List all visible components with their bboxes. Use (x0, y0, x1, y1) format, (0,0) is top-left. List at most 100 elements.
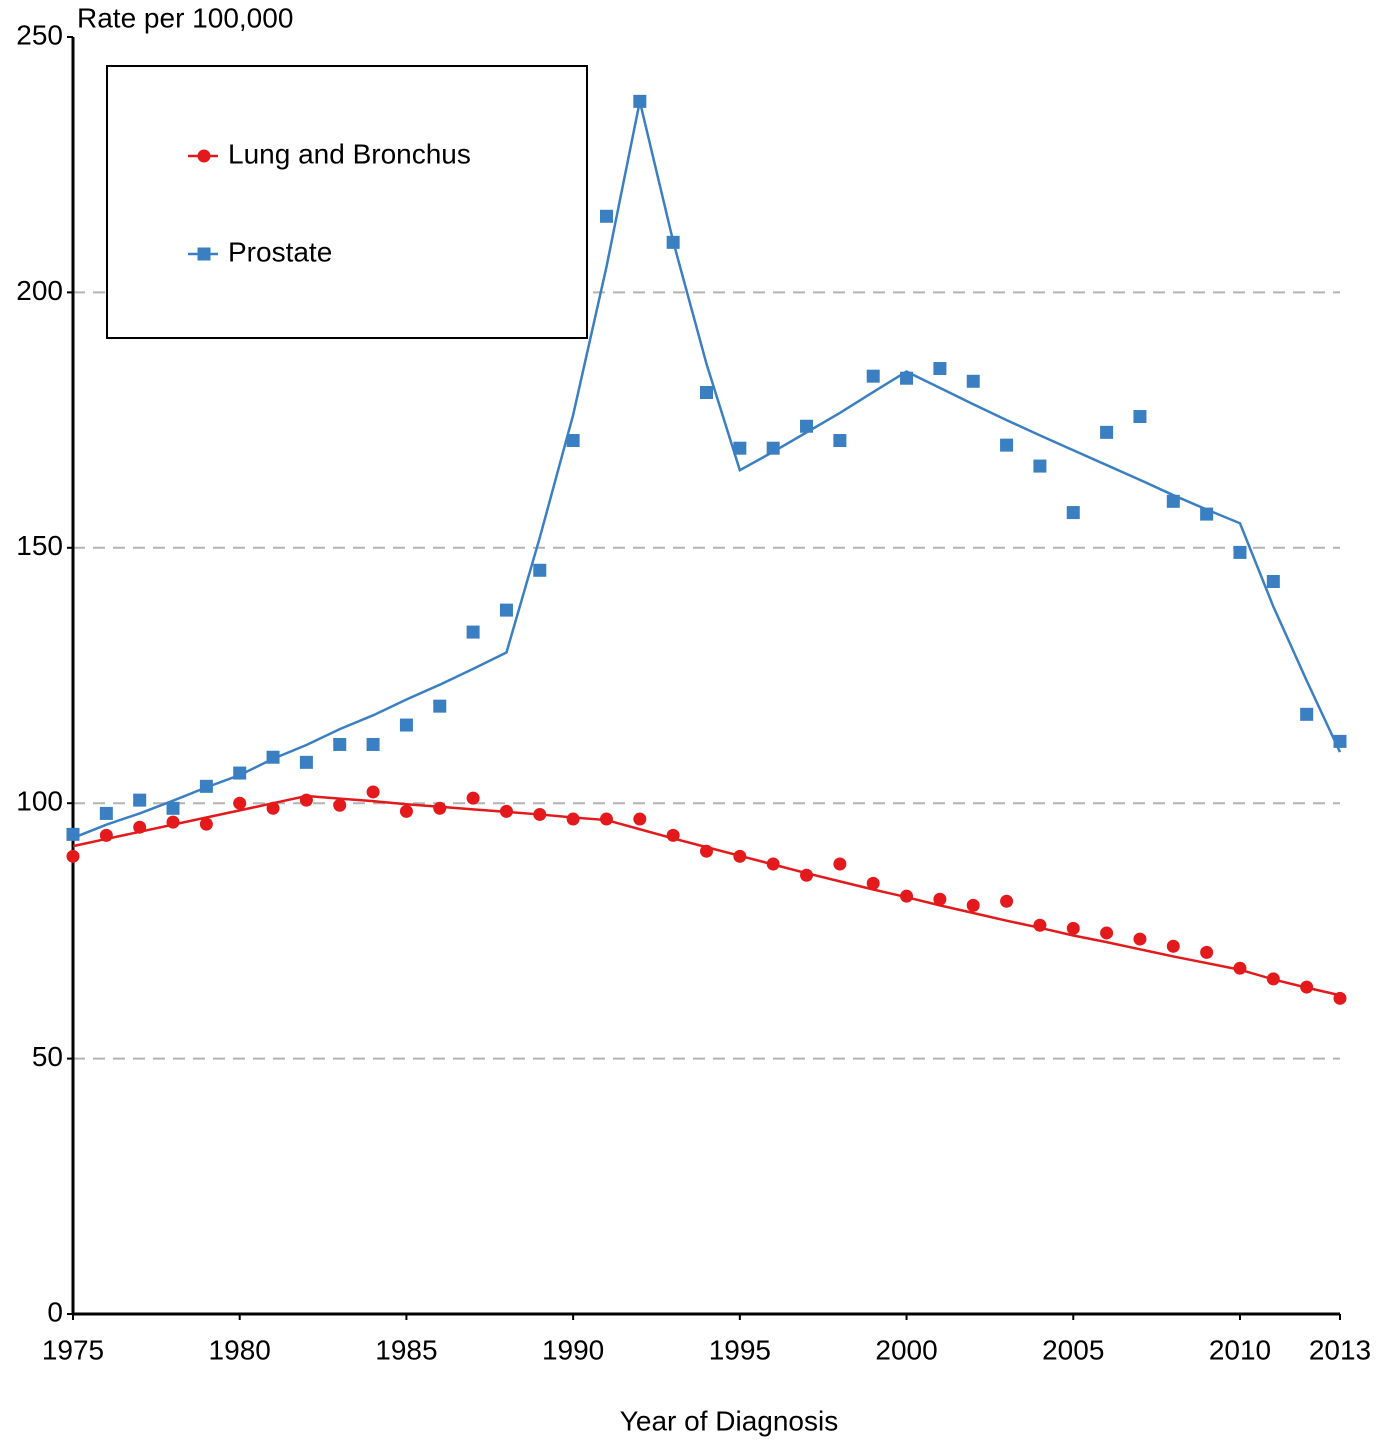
data-point (299, 755, 313, 769)
data-point (766, 857, 780, 871)
data-point (366, 785, 380, 799)
x-tick-label: 1995 (709, 1334, 771, 1365)
data-point (966, 374, 980, 388)
y-tick-label: 0 (47, 1296, 63, 1327)
fit-line (72, 101, 1342, 840)
data-point (733, 441, 747, 455)
data-point (66, 827, 80, 841)
data-point (133, 793, 147, 807)
data-point (800, 419, 814, 433)
data-point (466, 625, 480, 639)
data-point (599, 812, 613, 826)
data-point (199, 779, 213, 793)
data-point (866, 876, 880, 890)
data-point (466, 791, 480, 805)
data-point (766, 441, 780, 455)
x-axis-label: Year of Diagnosis (620, 1405, 838, 1436)
data-point (1133, 932, 1147, 946)
data-point (66, 849, 80, 863)
legend-marker (197, 149, 211, 163)
data-point (299, 793, 313, 807)
y-tick-label: 200 (16, 275, 63, 306)
data-point (933, 892, 947, 906)
x-tick-label: 1990 (542, 1334, 604, 1365)
data-point (99, 806, 113, 820)
data-point (1033, 459, 1047, 473)
x-tick-label: 2013 (1309, 1334, 1371, 1365)
x-tick-label: 2005 (1042, 1334, 1104, 1365)
data-point (266, 801, 280, 815)
data-point (366, 737, 380, 751)
legend-label: Prostate (228, 236, 332, 267)
data-point (233, 766, 247, 780)
y-tick-label: 50 (32, 1041, 63, 1072)
legend-box (106, 65, 588, 339)
data-point (99, 828, 113, 842)
data-point (233, 796, 247, 810)
data-point (566, 434, 580, 448)
data-point (666, 235, 680, 249)
y-tick-label: 150 (16, 530, 63, 561)
data-point (1200, 507, 1214, 521)
y-axis-label: Rate per 100,000 (77, 2, 293, 33)
data-point (666, 828, 680, 842)
data-point (966, 898, 980, 912)
data-point (1266, 972, 1280, 986)
data-point (166, 801, 180, 815)
x-tick-label: 2000 (875, 1334, 937, 1365)
data-point (1233, 961, 1247, 975)
data-point (1033, 918, 1047, 932)
data-point (700, 386, 713, 400)
data-point (333, 737, 347, 751)
data-point (599, 209, 613, 223)
data-point (1266, 575, 1280, 589)
data-point (1200, 945, 1214, 959)
x-tick-label: 1980 (209, 1334, 271, 1365)
data-point (633, 94, 647, 108)
data-point (1333, 734, 1347, 748)
data-point (266, 750, 280, 764)
data-point (433, 699, 447, 713)
data-point (133, 820, 147, 834)
data-point (1000, 894, 1014, 908)
data-point (166, 815, 180, 829)
data-point (833, 857, 847, 871)
data-point (533, 563, 547, 577)
data-point (1133, 410, 1147, 424)
data-point (499, 804, 513, 818)
data-point (1166, 939, 1180, 953)
data-point (333, 798, 347, 812)
data-point (1066, 506, 1080, 520)
data-point (833, 434, 847, 448)
data-point (1300, 707, 1314, 721)
data-point (1100, 425, 1114, 439)
data-point (399, 804, 413, 818)
y-tick-label: 100 (16, 786, 63, 817)
data-point (933, 362, 947, 376)
data-point (199, 817, 213, 831)
data-point (566, 812, 580, 826)
y-tick-label: 250 (16, 19, 63, 50)
fit-line (72, 794, 1341, 997)
x-tick-label: 1985 (375, 1334, 437, 1365)
data-point (800, 868, 814, 882)
data-point (900, 889, 914, 903)
x-tick-label: 2010 (1209, 1334, 1271, 1365)
x-tick-label: 1975 (42, 1334, 104, 1365)
data-point (1066, 921, 1080, 935)
data-point (1166, 494, 1180, 508)
data-point (499, 603, 513, 617)
data-point (633, 812, 647, 826)
data-point (733, 849, 747, 863)
data-point (1233, 545, 1247, 559)
data-point (1000, 438, 1014, 452)
data-point (1100, 926, 1114, 940)
data-point (433, 801, 447, 815)
data-point (1300, 980, 1314, 994)
data-point (1333, 991, 1347, 1005)
legend-label: Lung and Bronchus (228, 138, 471, 169)
data-point (866, 369, 880, 383)
data-point (700, 844, 713, 858)
